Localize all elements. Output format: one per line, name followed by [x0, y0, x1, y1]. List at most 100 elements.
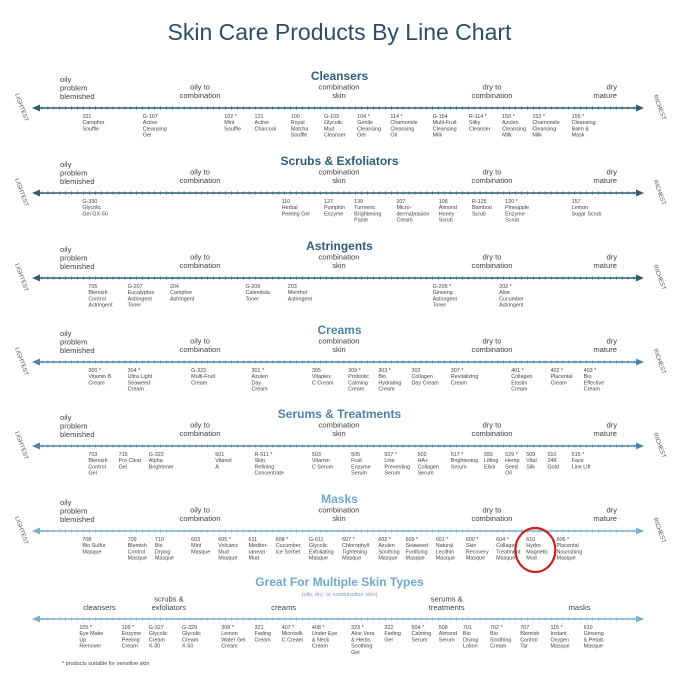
product-label: G-205 * Ginseng Astringent Toner — [433, 284, 458, 309]
axis-end-lightest: LIGHTEST — [13, 516, 29, 546]
product-label: 611 Mediter-ranean Mud — [248, 537, 268, 562]
axis-arrow-right — [636, 274, 644, 282]
product-label: 139 Turmeric Brightening Paste — [354, 199, 381, 224]
product-label: 109 * Enzyme Peeling Cream — [122, 625, 141, 650]
section-title: Serums & Treatments — [278, 407, 402, 421]
skin-label-oily: oily problem blemished — [60, 498, 95, 524]
product-label: G-330 Glycolic Gel GX-50 — [82, 199, 107, 217]
skin-label-oily: oily problem blemished — [60, 160, 95, 186]
axis-end-lightest: LIGHTEST — [13, 93, 29, 123]
product-label: 601 * Natural Lecithin Masque — [436, 537, 455, 562]
skin-label-oily: oily problem blemished — [60, 245, 95, 271]
product-label: 150 * Azulen Cleansing Milk — [502, 114, 526, 139]
axis-arrow-right — [636, 358, 644, 366]
skin-label-combination: combination skin — [319, 253, 360, 271]
category-label: creams — [271, 603, 296, 612]
product-label: 709 Blemish Control Masque — [128, 537, 147, 562]
product-label: 705 Blemish Control Astringent — [88, 284, 113, 309]
section-title: Great For Multiple Skin Types — [255, 575, 424, 589]
product-label: 302 Collagen Day Cream — [412, 368, 440, 386]
section-masks: Masks oily problem blemished oily to combinat… — [13, 492, 667, 574]
axis-arrow-right — [636, 615, 644, 623]
product-label: 401 * Collagen Elastin Cream — [511, 368, 532, 393]
axis-arrow-left — [32, 615, 40, 623]
product-label: 203 Menthol Astringent — [288, 284, 313, 302]
product-label: G-107 Active Cleansing Gel — [143, 114, 167, 139]
skin-label-dry: dry mature — [593, 83, 617, 101]
product-label: 507 * Line Preventing Serum — [384, 452, 410, 477]
product-label: 102 * Mint Souffle — [224, 114, 241, 132]
section-title: Cleansers — [311, 69, 369, 83]
skin-label-combination: combination skin — [319, 337, 360, 355]
product-label: G-327 Glycolic Cream X-30 — [149, 625, 168, 650]
skin-label-dry: dry mature — [593, 506, 617, 524]
axis-arrow-left — [32, 104, 40, 112]
product-label: 408 * Under Eye & Neck Cream — [312, 625, 337, 650]
product-label: 300 * Vitamin B Cream — [88, 368, 111, 386]
product-label: G-329 Glycolic Cream X-50 — [182, 625, 201, 650]
skin-label-dry-combination: dry to combination — [472, 421, 513, 439]
section-title: Astringents — [306, 239, 373, 253]
axis-end-lightest: LIGHTEST — [13, 263, 29, 293]
product-label: 407 * Microsilk C Cream — [282, 625, 304, 643]
product-label: 702 * Bio Soothing Cream — [490, 625, 511, 650]
product-label: 710 Bio Drying Masque — [155, 537, 174, 562]
product-label: 121 Active Charcoal — [255, 114, 277, 132]
category-label: scrubs & exfoliators — [152, 595, 187, 613]
product-label: 127 Pumpkin Enzyme — [324, 199, 345, 217]
product-label: G-103 Glycolic Mud Cleanser — [324, 114, 346, 139]
product-label: G-611 Glycolic Exfoliating Masque — [309, 537, 334, 562]
product-label: 110 Herbal Peeling Gel — [282, 199, 310, 217]
skin-label-dry-combination: dry to combination — [472, 506, 513, 524]
skin-label-dry: dry mature — [593, 337, 617, 355]
axis-arrow-left — [32, 274, 40, 282]
axis-end-lightest: LIGHTEST — [13, 178, 29, 208]
product-label: G-206 Calendula Toner — [245, 284, 269, 302]
skin-label-combination: combination skin — [319, 506, 360, 524]
product-label: 204 Camphor Astringent — [170, 284, 195, 302]
product-label: 101 Camphor Souffle — [82, 114, 104, 132]
product-label: 555 Lifting Elixir — [484, 452, 498, 470]
product-label: 307 * Revitalizing Cream — [451, 368, 479, 386]
axis-end-lightest: LIGHTEST — [13, 347, 29, 377]
product-label: 157 Lemon Sugar Scrub — [572, 199, 602, 217]
product-label: 105 * Eye Make Up Remover — [79, 625, 103, 650]
product-label: 322 Fading Gel — [384, 625, 400, 643]
skin-label-oily-combination: oily to combination — [180, 421, 221, 439]
product-label: 403 * Bio Effective Cream — [584, 368, 605, 393]
product-label: 304 * Ultra Light Seaweed Cream — [128, 368, 153, 393]
product-label: R-125 Bamboo Scrub — [472, 199, 492, 217]
axis-arrow-left — [32, 189, 40, 197]
product-label: 106 Almond Honey Scrub — [439, 199, 457, 224]
product-label: 703 Blemish Control Gel — [88, 452, 107, 477]
axis-arrow-right — [636, 104, 644, 112]
product-label: 155 * Cleansing Balm & Mask — [572, 114, 596, 139]
section-title: Creams — [317, 323, 361, 337]
product-label: G-154 Multi-Fruit Cleansing Milk — [433, 114, 457, 139]
axis-arrow-right — [636, 189, 644, 197]
section-title: Masks — [321, 492, 358, 506]
skin-label-oily: oily problem blemished — [60, 75, 95, 101]
section-creams: Creams oily problem blemished oily to combina… — [13, 323, 666, 393]
axis-end-richest: RICHEST — [652, 179, 667, 206]
product-label: 107 Micro-dermabrasion Cream — [396, 199, 429, 224]
section-cleansers: Cleansers oily problem blemished oily to comb… — [13, 69, 666, 139]
product-label: 609 * Seaweed Fortifying Masque — [406, 537, 428, 562]
skin-label-oily-combination: oily to combination — [180, 253, 221, 271]
skin-label-oily-combination: oily to combination — [180, 337, 221, 355]
product-label: 529 * Hemp Seed Oil — [505, 452, 519, 477]
skin-label-combination: combination skin — [319, 168, 360, 186]
skin-label-dry: dry mature — [593, 168, 617, 186]
skin-label-dry-combination: dry to combination — [472, 83, 513, 101]
product-label: 607 * Chlorophyll Tightening Masque — [342, 537, 369, 562]
axis-end-richest: RICHEST — [652, 517, 667, 544]
skin-label-dry: dry mature — [593, 253, 617, 271]
product-label: 505 Fruit Enzyme Serum — [351, 452, 370, 477]
skin-label-oily-combination: oily to combination — [180, 83, 221, 101]
product-label: 715 Pro Clear Gel — [119, 452, 142, 470]
axis-arrow-right — [636, 527, 644, 535]
skin-label-oily: oily problem blemished — [60, 413, 95, 439]
product-label: G-323 Multi-Fruit Cream — [191, 368, 215, 386]
product-label: 602 * Azulen Soothing Masque — [378, 537, 399, 562]
product-label: 402 * Placental Cream — [550, 368, 572, 386]
